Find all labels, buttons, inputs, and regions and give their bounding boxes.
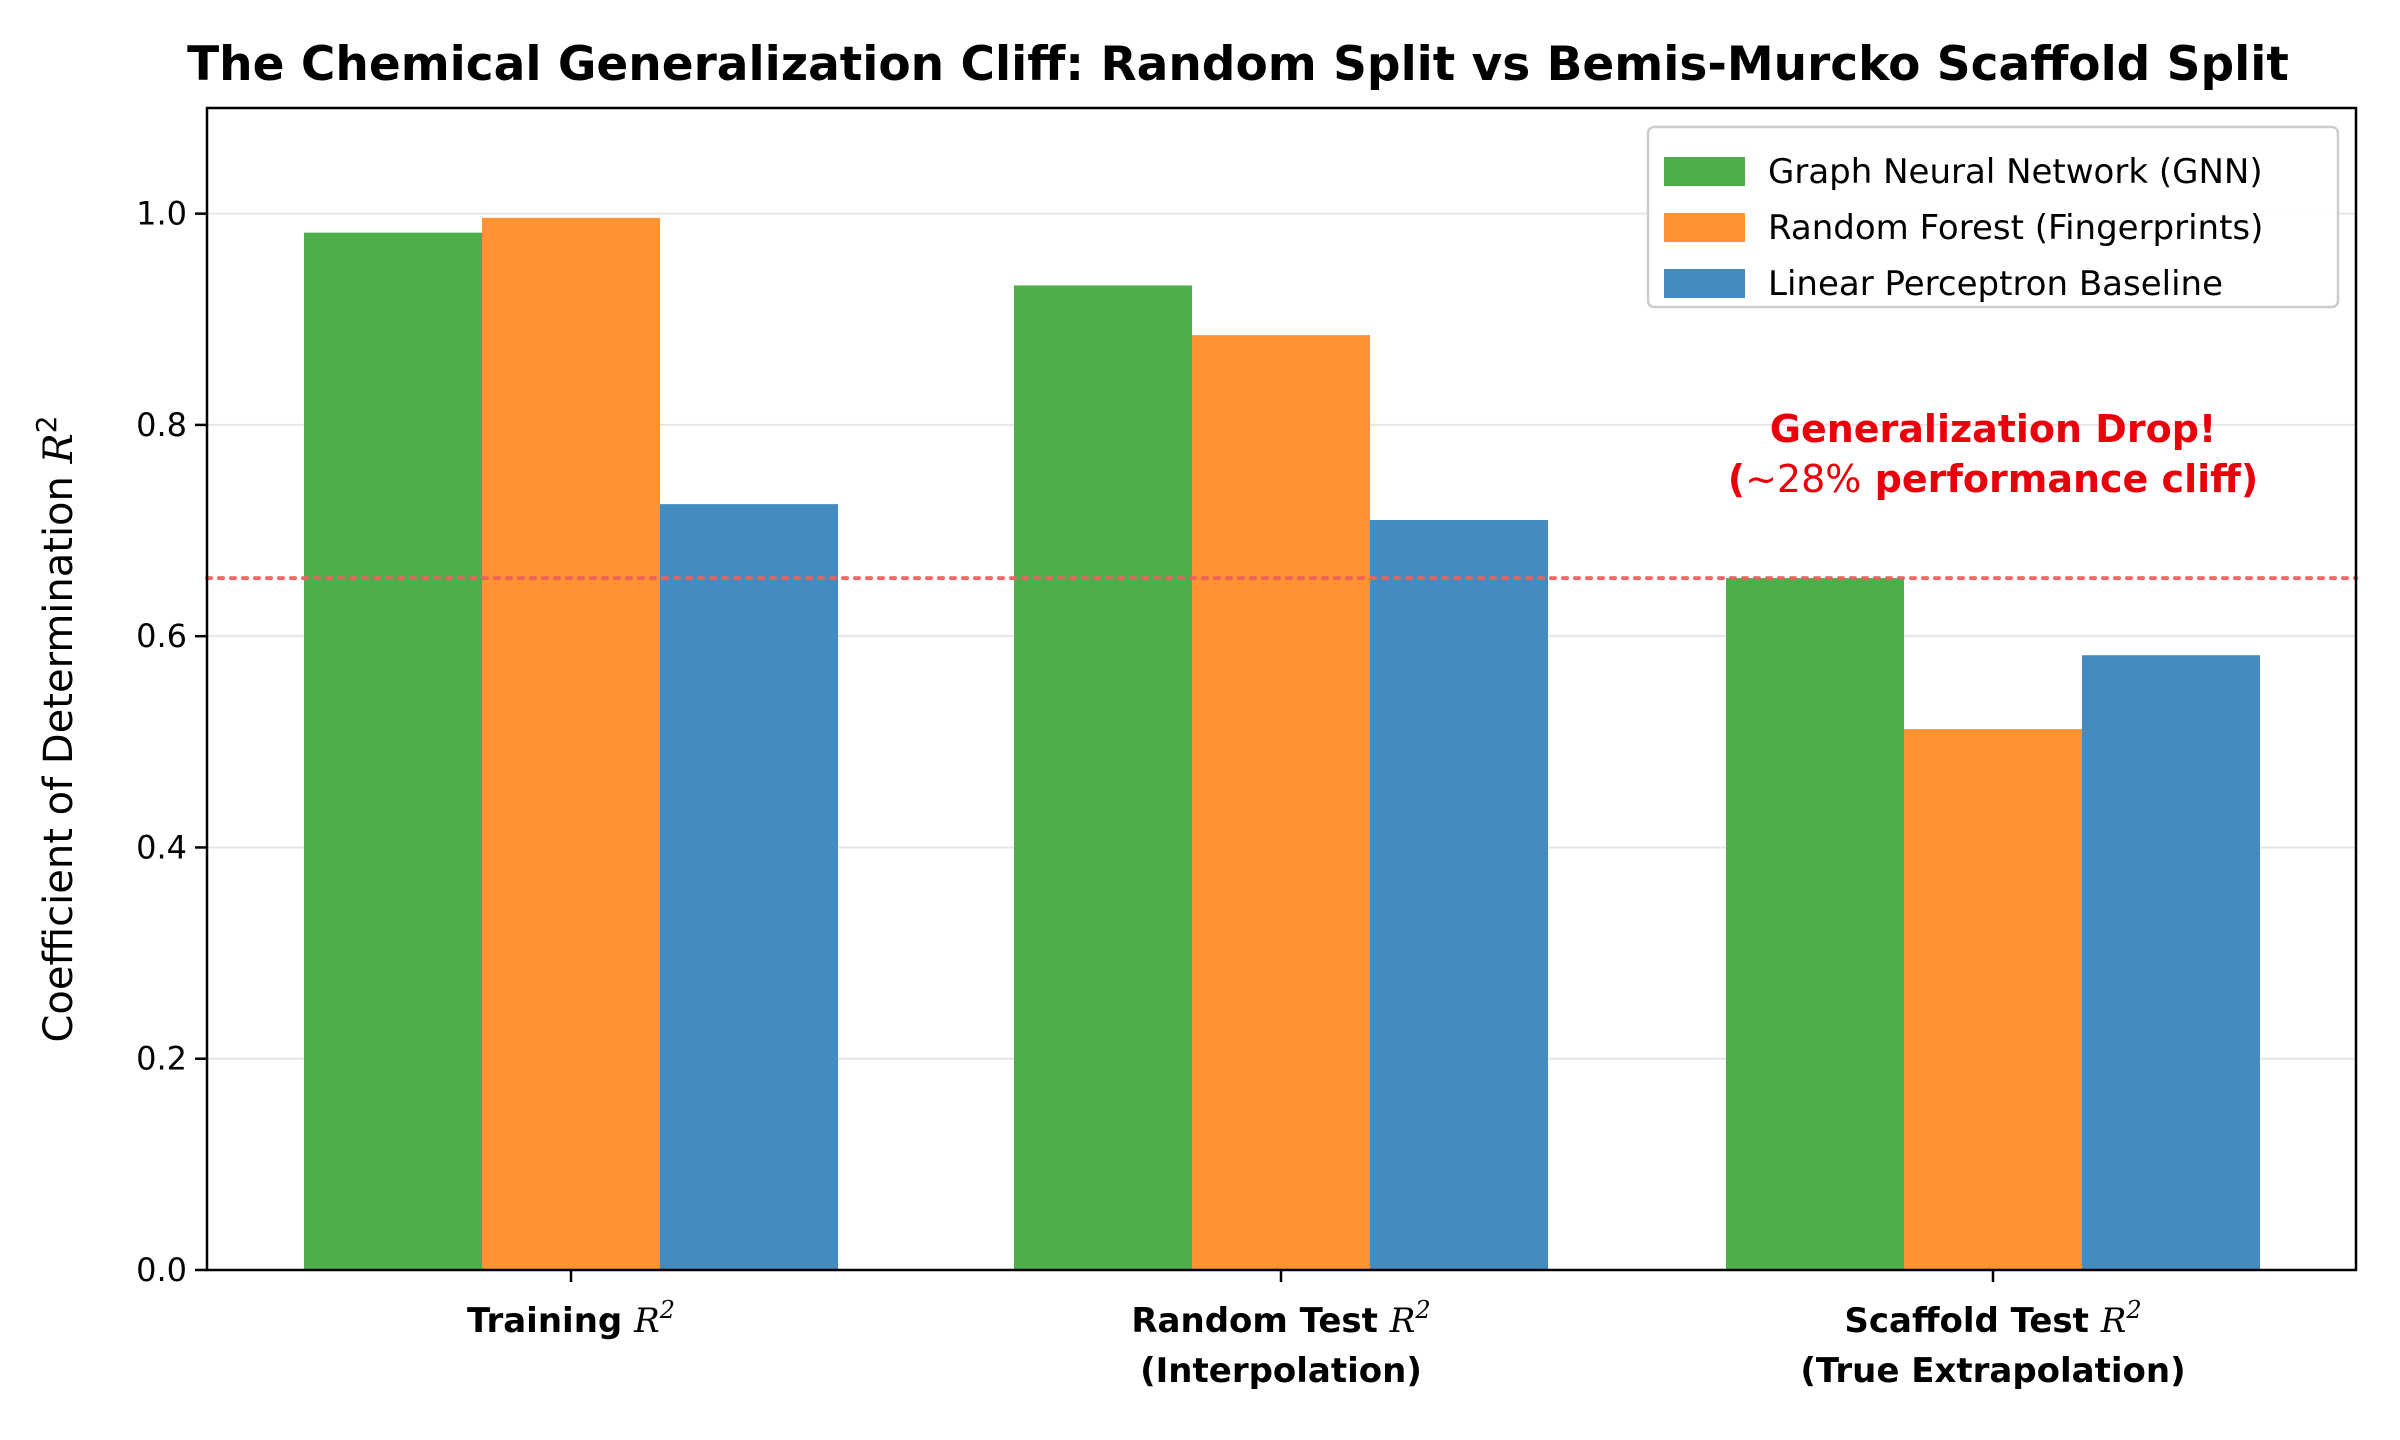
bar bbox=[1014, 285, 1192, 1270]
legend-frame bbox=[1646, 125, 2340, 309]
y-tick-label: 0.8 bbox=[136, 406, 187, 444]
chart-title: The Chemical Generalization Cliff: Rando… bbox=[187, 37, 2289, 92]
x-tick-label: Scaffold Test R2 bbox=[1844, 1296, 2141, 1341]
y-axis-label-symbol: R bbox=[36, 433, 82, 464]
bar bbox=[2082, 655, 2260, 1270]
bar bbox=[1192, 335, 1370, 1271]
x-tick-label-text: Scaffold Test bbox=[1844, 1301, 2100, 1341]
x-axis: Training R2 Random Test R2(Interpolation)… bbox=[467, 1270, 2186, 1391]
y-axis-label: Coefficient of Determination R2 bbox=[30, 415, 83, 1042]
x-tick-label: Random Test R2 bbox=[1131, 1296, 1430, 1341]
x-tick-label: Training R2 bbox=[467, 1296, 675, 1341]
annotation-paren-open: ( bbox=[1728, 457, 1745, 501]
legend-swatch bbox=[1664, 269, 1745, 298]
legend-swatch bbox=[1664, 157, 1745, 186]
x-tick-label-line-2: (True Extrapolation) bbox=[1800, 1351, 2185, 1391]
bar bbox=[1370, 519, 1548, 1270]
annotation: Generalization Drop! (~28% performance c… bbox=[1728, 407, 2259, 501]
x-tick-label-symbol: R bbox=[633, 1301, 660, 1341]
bar bbox=[1726, 578, 1904, 1270]
bar bbox=[482, 217, 660, 1270]
bar bbox=[304, 232, 482, 1271]
y-tick-label: 0.6 bbox=[136, 617, 187, 655]
x-tick-label-symbol: R bbox=[1389, 1301, 1416, 1341]
bar bbox=[1904, 729, 2082, 1270]
x-tick-label-symbol: R bbox=[2100, 1301, 2127, 1341]
x-tick-label-sup: 2 bbox=[659, 1296, 675, 1324]
x-tick-label-sup: 2 bbox=[1414, 1296, 1430, 1324]
x-tick-label-line-2: (Interpolation) bbox=[1140, 1351, 1422, 1391]
y-axis: 0.0 0.2 0.4 0.6 0.8 1.0 bbox=[136, 195, 207, 1289]
x-tick-label-sup: 2 bbox=[2125, 1296, 2141, 1324]
annotation-cliff-text: performance cliff) bbox=[1861, 457, 2258, 501]
x-tick-label-text: Random Test bbox=[1131, 1301, 1389, 1341]
y-tick-label: 1.0 bbox=[136, 195, 187, 233]
legend-label: Linear Perceptron Baseline bbox=[1768, 264, 2223, 304]
bar bbox=[660, 504, 838, 1270]
legend-label: Random Forest (Fingerprints) bbox=[1768, 208, 2263, 248]
legend: Graph Neural Network (GNN) Random Forest … bbox=[1646, 125, 2340, 309]
y-tick-label: 0.0 bbox=[136, 1251, 187, 1289]
x-tick-label-text: Training bbox=[467, 1301, 634, 1341]
legend-swatch bbox=[1664, 213, 1745, 242]
legend-label: Graph Neural Network (GNN) bbox=[1768, 152, 2263, 192]
bars bbox=[304, 217, 2260, 1271]
annotation-line-1: Generalization Drop! bbox=[1770, 407, 2216, 451]
y-tick-label: 0.4 bbox=[136, 828, 187, 866]
y-axis-label-main: Coefficient of Determination bbox=[36, 463, 82, 1042]
annotation-line-2: (~28% performance cliff) bbox=[1728, 457, 2259, 501]
y-tick-label: 0.2 bbox=[136, 1040, 187, 1078]
y-axis-label-sup: 2 bbox=[30, 415, 63, 433]
annotation-percentage: ~28% bbox=[1745, 457, 1861, 501]
